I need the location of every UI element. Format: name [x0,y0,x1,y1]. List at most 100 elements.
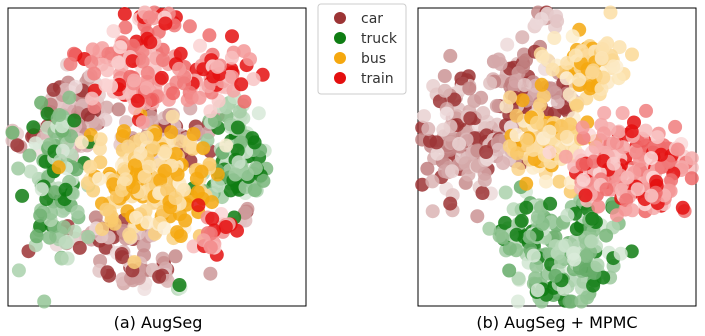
point-car [155,251,170,266]
point-bus [545,62,560,77]
point-train [243,52,257,67]
point-train [117,7,132,21]
point-train [619,193,634,208]
point-truck [62,90,77,105]
point-bus [142,159,157,174]
point-bus [158,144,173,159]
point-truck [567,252,582,267]
point-truck [228,167,243,182]
point-car [475,186,490,200]
point-train [650,130,665,145]
point-car [68,79,83,94]
point-car [421,121,436,136]
point-train [127,73,141,88]
point-train [84,55,99,70]
point-train [111,55,126,70]
point-train [597,106,612,120]
point-train [126,38,141,53]
point-train [606,156,621,171]
point-train [588,140,603,155]
point-bus [177,182,191,197]
legend-label-bus: bus [361,51,386,67]
point-train [118,20,133,35]
point-train [202,28,217,43]
point-truck [579,262,593,277]
point-train [668,119,683,134]
point-truck [248,161,263,176]
point-train [155,53,170,67]
point-bus [559,129,574,144]
point-truck [247,135,262,150]
scatter-panel-augseg-mpmc [415,5,699,309]
point-car [46,82,61,97]
point-train [625,203,640,218]
point-train [191,198,206,213]
point-truck [247,183,262,198]
point-car [534,12,549,26]
point-train [630,182,645,197]
point-bus [189,171,204,186]
point-car [417,109,431,124]
legend-marker-train [334,72,346,84]
point-bus [186,127,201,141]
point-train [234,77,249,92]
point-bus [115,129,130,144]
point-truck [590,258,605,272]
point-truck [56,220,71,235]
point-bus [606,59,621,74]
legend-item-bus: bus [334,51,386,67]
point-bus [117,162,132,177]
point-truck [580,290,595,305]
point-train [246,72,261,87]
point-train [113,40,128,55]
point-truck [528,271,543,286]
point-train [205,211,220,226]
point-car [443,196,458,211]
point-train [578,188,593,203]
point-bus [510,146,524,161]
point-truck [69,162,84,177]
point-train [675,200,690,215]
legend-marker-truck [334,32,346,44]
point-train [237,94,252,109]
point-bus [80,176,95,191]
point-car [517,78,532,92]
point-car [515,30,530,45]
point-train [106,24,121,39]
point-car [479,145,494,159]
point-car [496,156,511,171]
point-train [143,35,158,50]
point-car [548,85,563,100]
point-train [85,91,99,106]
point-car [500,37,515,52]
point-bus [196,141,211,156]
point-layer [415,5,699,309]
point-car [493,57,508,72]
point-train [130,93,145,108]
point-truck [511,294,525,309]
scatter-panel-augseg [5,5,307,309]
point-train [629,145,644,160]
point-bus [115,183,129,198]
point-bus [583,81,597,96]
point-train [596,126,611,141]
point-train [192,90,207,105]
point-train [644,188,659,203]
legend-marker-bus [334,52,346,64]
point-bus [534,77,549,92]
point-train [63,57,78,71]
point-train [139,81,154,95]
point-bus [552,174,567,189]
point-train [172,61,186,76]
point-truck [55,119,70,134]
point-bus [511,162,526,176]
point-bus [603,5,618,20]
point-truck [586,278,601,293]
point-bus [92,171,107,186]
point-train [224,50,239,65]
legend-item-truck: truck [334,31,398,47]
point-bus [157,221,172,236]
point-truck [47,185,62,200]
point-truck [37,294,52,309]
point-bus [129,210,143,225]
